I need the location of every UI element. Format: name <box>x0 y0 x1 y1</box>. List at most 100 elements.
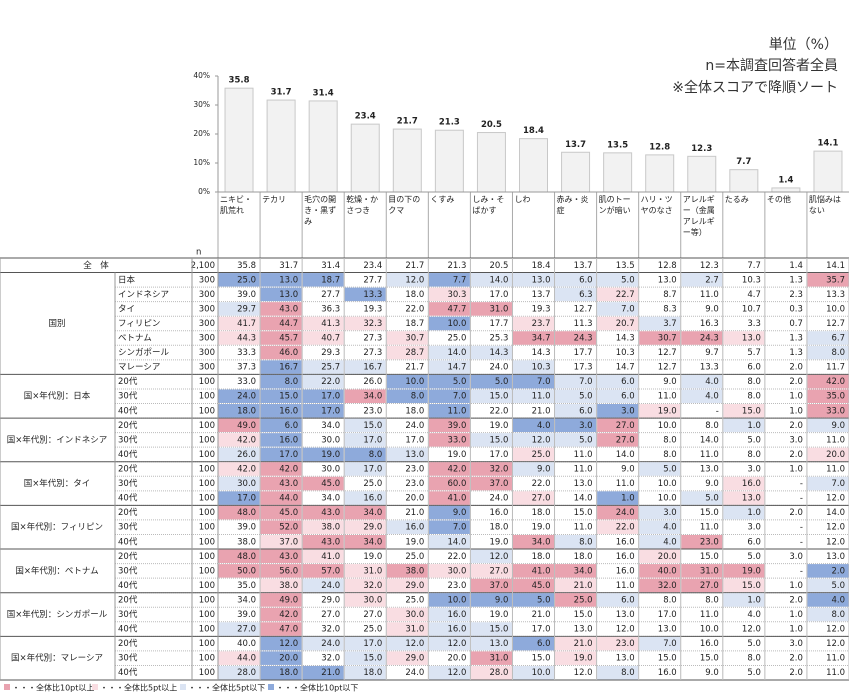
table-cell: 12.0 <box>532 435 551 445</box>
table-cell: 15.0 <box>742 581 761 591</box>
cell-highlight <box>470 433 512 447</box>
table-cell: 40.0 <box>237 639 256 649</box>
cell-highlight <box>681 374 723 389</box>
table-cell: 37.0 <box>490 581 509 591</box>
table-cell: 18.0 <box>574 552 593 562</box>
table-cell: 8.0 <box>663 450 677 460</box>
cell-highlight <box>555 389 597 404</box>
legend-swatch <box>180 684 186 690</box>
n-value: 300 <box>199 334 215 344</box>
cell-highlight <box>260 520 302 534</box>
cell-highlight <box>344 447 386 462</box>
table-cell: 12.0 <box>742 625 761 635</box>
table-cell: 37.0 <box>279 537 298 547</box>
table-cell: 33.3 <box>237 348 256 358</box>
cell-highlight <box>260 622 302 636</box>
table-cell: 16.7 <box>279 363 298 373</box>
table-cell: 17.0 <box>363 465 382 475</box>
cell-highlight <box>512 316 555 331</box>
table-cell: 42.0 <box>237 435 256 445</box>
n-value: 100 <box>199 479 215 489</box>
table-cell: 34.0 <box>363 508 382 518</box>
table-cell: 3.0 <box>789 639 803 649</box>
cell-highlight <box>723 404 765 418</box>
n-value: 100 <box>199 523 215 533</box>
table-cell: 41.7 <box>237 319 256 329</box>
table-cell: 34.0 <box>363 392 382 402</box>
row-label: シンガポール <box>118 347 170 358</box>
cell-highlight <box>428 287 470 302</box>
note: 単位（%） <box>769 37 838 53</box>
table-cell: 5.0 <box>495 377 509 387</box>
cell-highlight <box>260 331 302 345</box>
table-cell: 44.7 <box>279 319 298 329</box>
n-value: 300 <box>199 290 215 300</box>
table-cell: - <box>800 479 803 489</box>
cell-highlight <box>807 564 849 578</box>
table-cell: 13.0 <box>490 639 509 649</box>
table-cell: 10.0 <box>532 668 551 678</box>
bar <box>434 129 464 193</box>
cell-highlight <box>681 578 723 593</box>
row-label: 日本 <box>118 274 136 285</box>
table-cell: 15.0 <box>700 552 719 562</box>
table-cell: 43.0 <box>279 479 298 489</box>
cell-highlight <box>386 651 428 665</box>
category-label: 肌悩みはない <box>808 195 841 215</box>
cell-highlight <box>260 505 302 520</box>
table-cell: 3.0 <box>789 552 803 562</box>
group-label: 国×年代別：日本 <box>24 391 91 402</box>
cell-highlight <box>218 316 260 331</box>
cell-highlight <box>386 374 428 389</box>
cell-highlight <box>260 302 302 316</box>
row-label: タイ <box>118 304 135 314</box>
table-cell: 6.7 <box>831 334 845 344</box>
cell-highlight <box>597 593 639 607</box>
table-cell: 24.3 <box>700 334 719 344</box>
table-cell: 19.0 <box>447 450 466 460</box>
n-value: 100 <box>199 668 215 678</box>
table-cell: 29.0 <box>321 595 340 605</box>
table-cell: 18.0 <box>532 552 551 562</box>
table-cell: 10.0 <box>658 421 677 431</box>
bar <box>729 169 759 193</box>
table-cell: 18.0 <box>279 668 298 678</box>
cell-highlight <box>470 549 512 564</box>
group-label: 国×年代別：ベトナム <box>15 565 98 576</box>
table-cell: 27.0 <box>616 435 635 445</box>
table-cell: 17.0 <box>363 639 382 649</box>
table-cell: 17.0 <box>237 494 256 504</box>
table-cell: 24.3 <box>574 334 593 344</box>
table-cell: 14.0 <box>447 348 466 358</box>
table-cell: 20.7 <box>616 319 635 329</box>
table-cell: 37.3 <box>237 363 256 373</box>
row-label: 30代 <box>118 522 138 533</box>
cell-highlight <box>470 622 512 636</box>
table-cell: 12.7 <box>574 304 593 314</box>
cell-highlight <box>512 593 555 607</box>
cell-highlight <box>344 593 386 607</box>
table-cell: 13.3 <box>363 290 382 300</box>
table-cell: 1.0 <box>789 581 803 591</box>
table-cell: 25.0 <box>363 625 382 635</box>
table-cell: 49.0 <box>237 421 256 431</box>
table-cell: 13.0 <box>616 610 635 620</box>
table-cell: 16.0 <box>279 406 298 416</box>
cell-highlight <box>260 665 302 680</box>
table-cell: 2.0 <box>789 363 803 373</box>
n-value: 100 <box>199 625 215 635</box>
cell-highlight <box>344 389 386 404</box>
table-cell: 22.0 <box>321 377 340 387</box>
table-cell: 2.0 <box>789 668 803 678</box>
table-cell: 25.0 <box>237 275 256 285</box>
value-label: 1.4 <box>778 175 793 185</box>
table-cell: 14.3 <box>490 348 509 358</box>
cell-highlight <box>807 273 849 287</box>
table-cell: 22.0 <box>616 523 635 533</box>
table-cell: 12.0 <box>447 668 466 678</box>
table-cell: 8.0 <box>705 595 719 605</box>
cell-highlight <box>597 273 639 287</box>
table-cell: 12.0 <box>279 639 298 649</box>
table-cell: 19.0 <box>321 450 340 460</box>
cell-highlight <box>512 447 555 462</box>
